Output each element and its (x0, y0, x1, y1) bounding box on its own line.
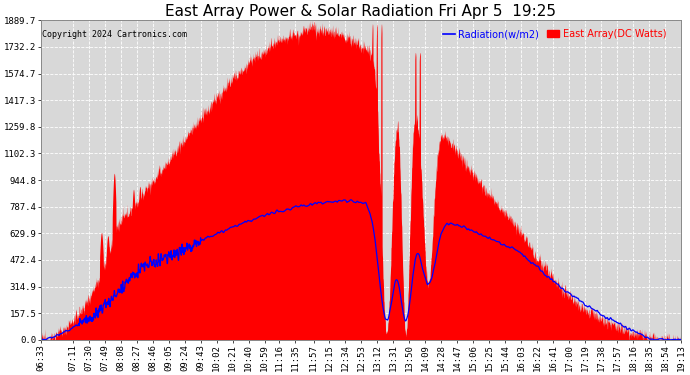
Text: Copyright 2024 Cartronics.com: Copyright 2024 Cartronics.com (42, 30, 187, 39)
Title: East Array Power & Solar Radiation Fri Apr 5  19:25: East Array Power & Solar Radiation Fri A… (166, 4, 556, 19)
Legend: Radiation(w/m2), East Array(DC Watts): Radiation(w/m2), East Array(DC Watts) (439, 25, 670, 43)
